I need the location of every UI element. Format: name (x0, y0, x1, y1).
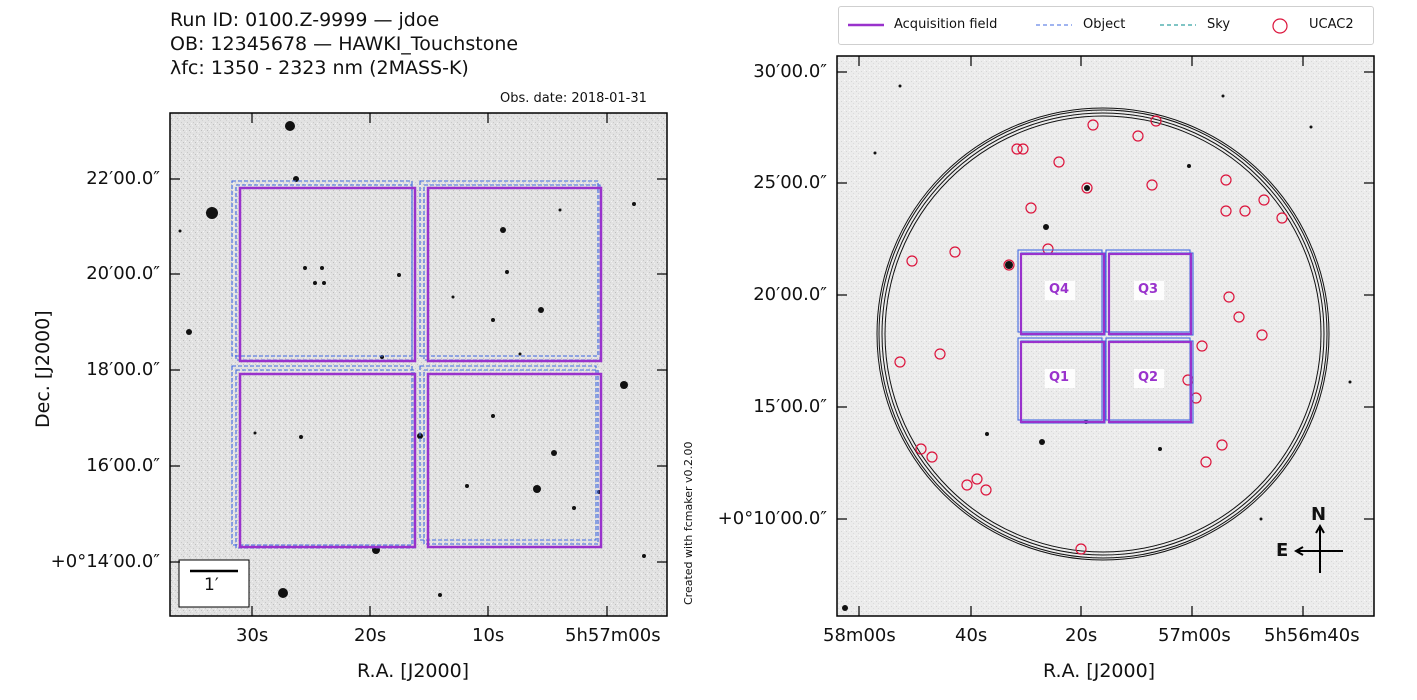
left-xtick-4: 5h57m00s (565, 625, 661, 646)
legend: Acquisition field Object Sky UCAC2 (838, 6, 1374, 45)
right-xtick-5: 5h56m40s (1264, 625, 1360, 646)
right-xtick-1: 58m00s (823, 625, 896, 646)
quadrant-label-bg (1045, 281, 1164, 388)
left-xtick-3: 10s (472, 625, 505, 646)
legend-ucac2: UCAC2 (1309, 17, 1354, 32)
left-ytick-4: 16′00.0″ (86, 455, 160, 476)
ob-line: OB: 12345678 — HAWKI_Touchstone (170, 33, 519, 55)
right-sky-image (837, 56, 1374, 616)
quadrant-q2-label: Q2 (1138, 370, 1159, 385)
left-frame (169, 112, 668, 617)
compass-east-label: E (1276, 540, 1289, 561)
right-ytick-1: 30′00.0″ (753, 61, 827, 82)
legend-acquisition: Acquisition field (894, 17, 998, 32)
right-ytick-5: +0°10′00.0″ (717, 508, 827, 529)
right-xlabel: R.A. [J2000] (1043, 660, 1156, 682)
right-chart (836, 55, 1375, 617)
quadrant-q4-label: Q4 (1049, 282, 1070, 297)
left-xtick-1: 30s (236, 625, 269, 646)
quadrant-q3-label: Q3 (1138, 282, 1159, 297)
right-ticks (837, 56, 1374, 616)
scale-bar-label: 1′ (204, 575, 219, 595)
left-ticks (170, 113, 667, 616)
right-frame (836, 55, 1375, 617)
quadrant-q1-label: Q1 (1049, 370, 1070, 385)
right-ytick-4: 15′00.0″ (753, 396, 827, 417)
left-xlabel: R.A. [J2000] (357, 660, 470, 682)
legend-object: Object (1083, 17, 1126, 32)
left-ylabel: Dec. [J2000] (32, 310, 54, 428)
left-xtick-2: 20s (354, 625, 387, 646)
compass-north-label: N (1311, 504, 1327, 525)
left-sky-image (170, 113, 667, 616)
left-ytick-5: +0°14′00.0″ (50, 551, 160, 572)
right-stars (842, 84, 1352, 611)
left-chart (169, 112, 668, 617)
left-ytick-2: 20′00.0″ (86, 263, 160, 284)
scale-bar-box (178, 559, 250, 608)
wavelength-line: λfc: 1350 - 2323 nm (2MASS-K) (170, 57, 469, 79)
left-ytick-3: 18′00.0″ (86, 359, 160, 380)
run-id-line: Run ID: 0100.Z-9999 — jdoe (170, 9, 440, 31)
right-sky-annulus (876, 107, 1330, 561)
right-ytick-3: 20′00.0″ (753, 284, 827, 305)
obs-date: Obs. date: 2018-01-31 (500, 91, 647, 106)
left-acquisition-field (238, 186, 603, 549)
right-acquisition-field (1019, 252, 1193, 424)
left-ytick-1: 22′00.0″ (86, 168, 160, 189)
right-xtick-2: 40s (955, 625, 988, 646)
compass (1293, 523, 1343, 573)
right-xtick-4: 57m00s (1158, 625, 1231, 646)
right-ytick-2: 25′00.0″ (753, 172, 827, 193)
right-xtick-3: 20s (1065, 625, 1098, 646)
legend-sky: Sky (1207, 17, 1231, 32)
legend-swatches (848, 18, 1288, 34)
ucac2-markers (894, 115, 1288, 555)
